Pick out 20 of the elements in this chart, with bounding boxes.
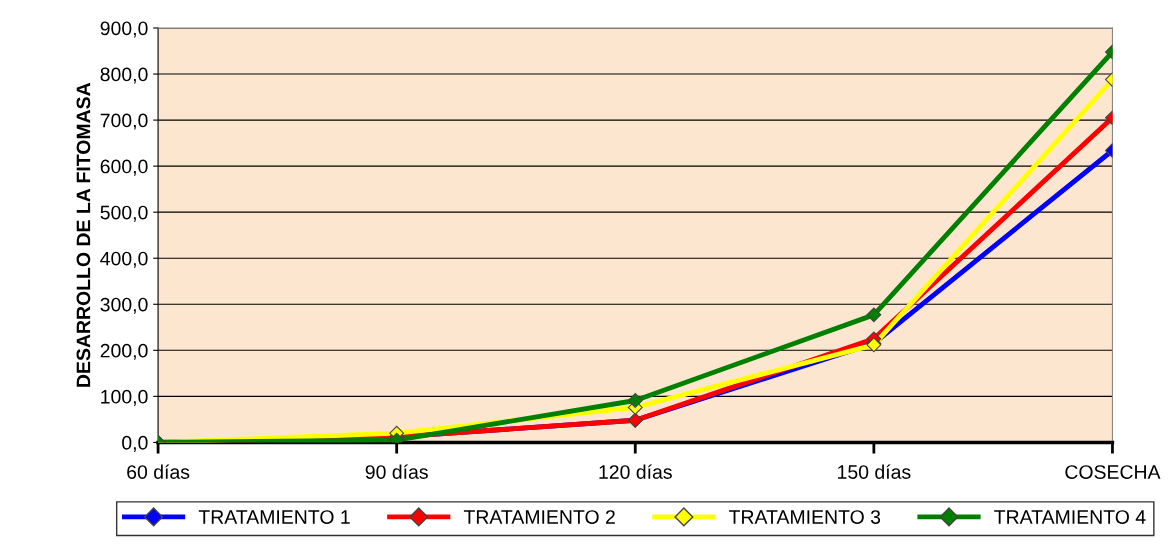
y-tick-label: 0,0 [122,435,148,452]
y-tick-label: 200,0 [100,343,148,360]
x-tick-label: 150 días [838,464,911,479]
y-tick-label: 100,0 [101,389,148,406]
y-tick-label: 500,0 [100,205,148,222]
y-tick-label: 700,0 [100,113,148,130]
x-tick-label: 90 días [365,464,428,479]
x-tick-label: COSECHA [1065,465,1161,479]
legend-label: TRATAMIENTO 1 [198,510,350,524]
legend-label: TRATAMIENTO 2 [463,510,615,524]
y-tick-label: 900,0 [100,21,148,38]
x-tick-label: 120 días [599,464,672,479]
y-tick-label: 800,0 [100,67,148,84]
legend-label: TRATAMIENTO 3 [729,510,881,524]
legend-label: TRATAMIENTO 4 [994,510,1146,524]
y-axis-title: DESARROLLO DE LA FITOMASA [76,82,91,387]
y-tick-label: 400,0 [100,251,148,268]
y-tick-label: 600,0 [100,159,148,176]
y-tick-label: 300,0 [100,297,148,314]
x-tick-label: 60 días [127,464,190,479]
